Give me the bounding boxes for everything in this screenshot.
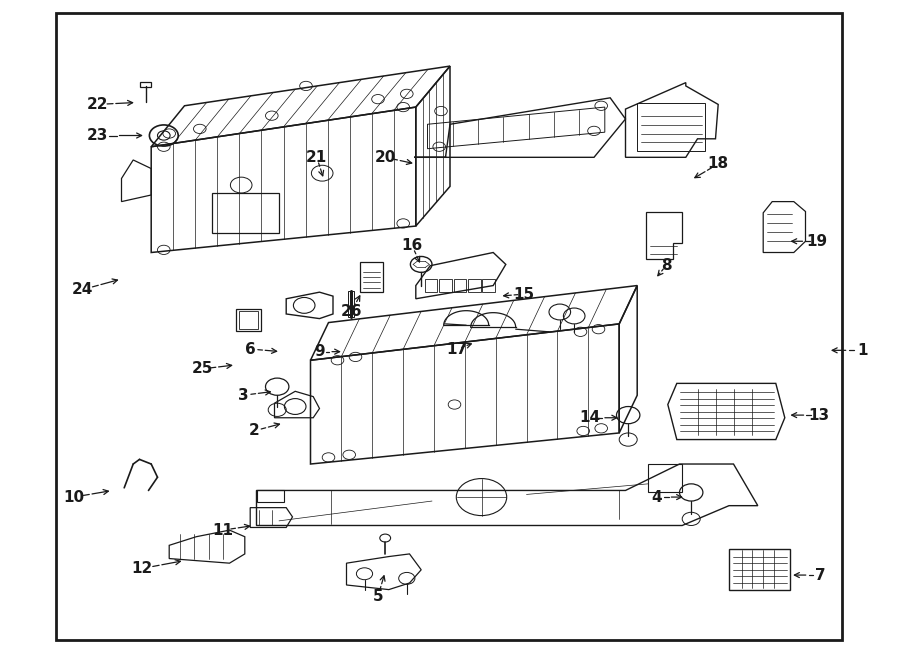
Text: 23: 23 <box>86 128 108 143</box>
Text: 12: 12 <box>131 561 153 576</box>
Bar <box>56 13 842 640</box>
Bar <box>729 549 790 590</box>
Text: 25: 25 <box>192 362 213 376</box>
Bar <box>360 262 382 292</box>
Bar <box>637 103 705 151</box>
Text: 24: 24 <box>72 282 94 297</box>
Bar <box>468 279 481 292</box>
Text: 17: 17 <box>446 342 468 356</box>
Text: 5: 5 <box>373 589 383 603</box>
Text: 8: 8 <box>661 258 671 273</box>
Bar <box>454 279 466 292</box>
Bar <box>140 82 151 87</box>
Text: 4: 4 <box>652 490 662 504</box>
Text: 26: 26 <box>340 305 362 319</box>
Text: 19: 19 <box>806 234 828 249</box>
Bar <box>482 279 495 292</box>
Text: 9: 9 <box>314 344 325 359</box>
Bar <box>212 193 279 233</box>
Text: 13: 13 <box>808 408 830 422</box>
Bar <box>238 311 258 329</box>
Text: 10: 10 <box>63 490 85 504</box>
Bar <box>439 279 452 292</box>
Text: 11: 11 <box>212 523 234 537</box>
Text: 22: 22 <box>86 97 108 112</box>
Bar <box>348 291 354 317</box>
Bar <box>236 309 261 330</box>
Text: 6: 6 <box>245 342 256 356</box>
Text: 20: 20 <box>374 150 396 165</box>
Bar <box>425 279 437 292</box>
Text: 2: 2 <box>248 424 259 438</box>
Text: 14: 14 <box>579 410 600 425</box>
Text: 3: 3 <box>238 388 248 403</box>
Text: 16: 16 <box>401 239 423 253</box>
Text: 21: 21 <box>306 150 328 165</box>
Text: 1: 1 <box>857 343 868 358</box>
Text: 7: 7 <box>815 568 826 582</box>
Text: 18: 18 <box>707 157 729 171</box>
Text: 15: 15 <box>513 287 535 301</box>
